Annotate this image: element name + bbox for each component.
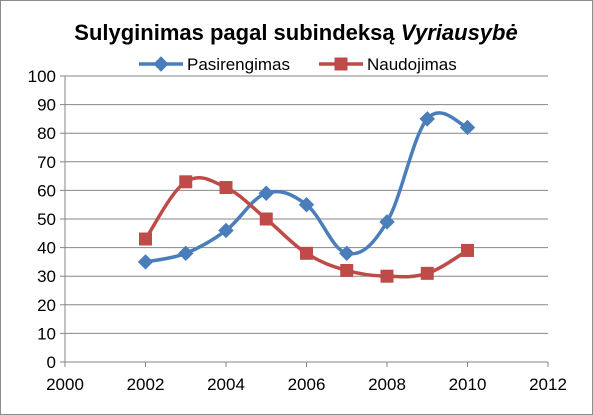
x-tick-label: 2010 bbox=[449, 375, 487, 394]
data-point-naudojimas bbox=[179, 175, 193, 189]
data-point-pasirengimas bbox=[218, 222, 234, 239]
legend-label-pasirengimas: Pasirengimas bbox=[187, 55, 290, 74]
data-point-pasirengimas bbox=[137, 254, 154, 270]
data-point-pasirengimas bbox=[459, 119, 476, 136]
chart-title-italic: Vyriausybė bbox=[401, 20, 518, 45]
legend-label-naudojimas: Naudojimas bbox=[367, 55, 457, 74]
y-tick-label: 20 bbox=[37, 296, 56, 315]
series-lines bbox=[137, 111, 476, 283]
chart-title-main: Sulyginimas pagal subindeksą bbox=[74, 20, 400, 45]
data-point-naudojimas bbox=[340, 263, 354, 277]
y-tick-label: 70 bbox=[37, 153, 56, 172]
data-point-pasirengimas bbox=[339, 245, 355, 262]
data-point-pasirengimas bbox=[258, 185, 274, 201]
x-tick-label: 2012 bbox=[529, 375, 567, 394]
x-tick-label: 2004 bbox=[207, 375, 245, 394]
series-line-naudojimas bbox=[144, 176, 469, 279]
y-tick-label: 50 bbox=[37, 210, 56, 229]
data-point-pasirengimas bbox=[419, 111, 435, 127]
y-tick-label: 60 bbox=[37, 181, 56, 200]
y-tick-label: 10 bbox=[37, 324, 56, 343]
legend-marker-naudojimas bbox=[334, 57, 348, 71]
data-point-naudojimas bbox=[420, 266, 434, 280]
y-tick-label: 90 bbox=[37, 96, 56, 115]
legend: Pasirengimas Naudojimas bbox=[139, 55, 457, 74]
y-tick-label: 40 bbox=[37, 239, 56, 258]
data-point-naudojimas bbox=[259, 212, 273, 226]
data-point-naudojimas bbox=[461, 243, 474, 257]
y-tick-label: 100 bbox=[28, 67, 56, 86]
gridlines bbox=[65, 75, 548, 334]
y-tick-label: 0 bbox=[47, 353, 56, 372]
series-pasirengimas bbox=[137, 111, 476, 270]
data-point-pasirengimas bbox=[178, 245, 194, 262]
legend-entry-naudojimas: Naudojimas bbox=[319, 55, 457, 74]
x-tick-label: 2008 bbox=[368, 375, 406, 394]
axes: 0 10 20 30 40 50 60 70 80 90 100 2000 2002 2004 2006 20… bbox=[28, 67, 567, 394]
y-tick-label: 30 bbox=[37, 267, 56, 286]
legend-entry-pasirengimas: Pasirengimas bbox=[139, 55, 290, 74]
x-tick-label: 2006 bbox=[288, 375, 326, 394]
series-line-pasirengimas bbox=[145, 111, 469, 264]
legend-marker-pasirengimas bbox=[153, 56, 169, 72]
y-tick-label: 80 bbox=[37, 124, 56, 143]
data-point-pasirengimas bbox=[379, 214, 395, 230]
series-naudojimas bbox=[139, 175, 474, 283]
data-point-naudojimas bbox=[219, 181, 233, 195]
data-point-pasirengimas bbox=[298, 196, 315, 213]
x-tick-label: 2000 bbox=[46, 375, 84, 394]
chart-title: Sulyginimas pagal subindeksą Vyriausybė bbox=[74, 20, 517, 45]
data-point-naudojimas bbox=[139, 232, 152, 246]
x-tick-label: 2002 bbox=[127, 375, 165, 394]
data-point-naudojimas bbox=[300, 246, 313, 260]
data-point-naudojimas bbox=[380, 269, 394, 283]
